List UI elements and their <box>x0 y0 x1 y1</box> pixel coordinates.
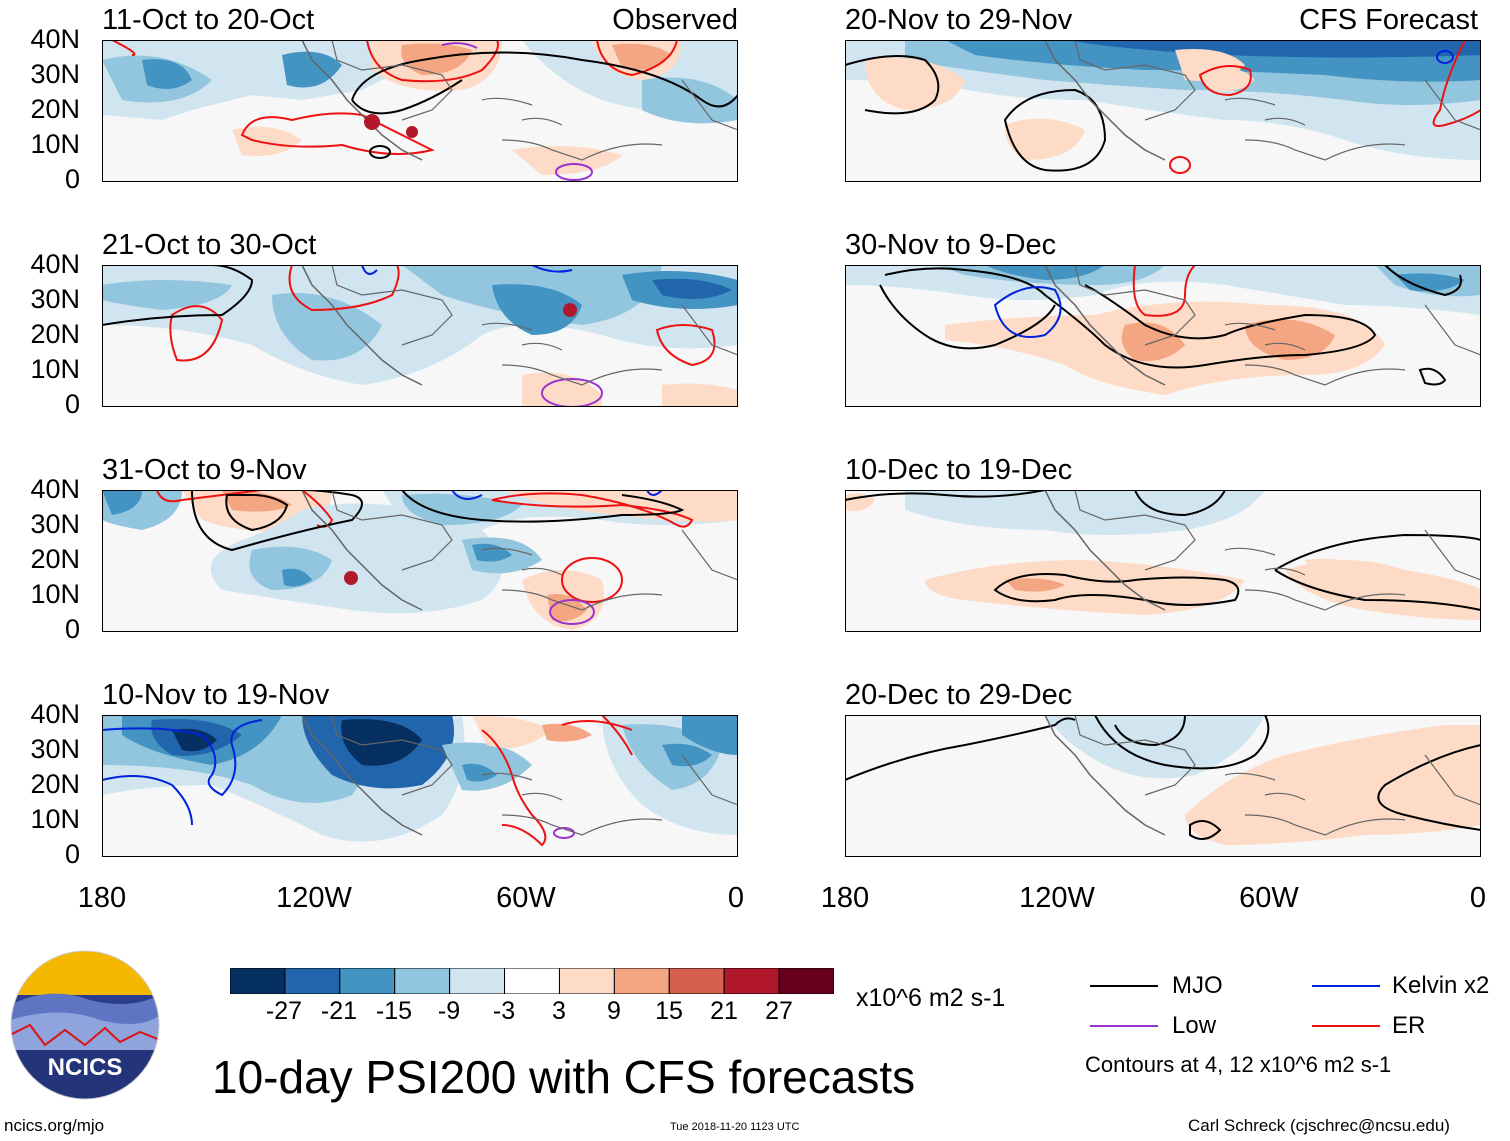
forecast-label: CFS Forecast <box>1299 4 1478 36</box>
psi200-map <box>102 40 738 182</box>
lat-tick: 30N <box>30 284 80 314</box>
colorbar-label: -21 <box>320 997 358 1025</box>
colorbar-label: 27 <box>765 997 793 1025</box>
colorbar-label: 21 <box>710 997 738 1025</box>
panel-title: 11-Oct to 20-Oct <box>102 4 315 36</box>
legend-swatch-er <box>1312 1025 1380 1027</box>
legend-label-mjo: MJO <box>1172 972 1223 999</box>
lat-tick: 10N <box>30 129 80 159</box>
psi200-map <box>102 265 738 407</box>
legend-label-er: ER <box>1392 1012 1426 1039</box>
lat-tick: 10N <box>30 579 80 609</box>
psi200-map <box>845 40 1481 182</box>
lat-tick: 0 <box>64 614 80 644</box>
lat-tick: 0 <box>64 389 80 419</box>
lon-tick: 120W <box>1019 882 1095 914</box>
lon-tick: 60W <box>496 882 556 914</box>
lat-tick: 20N <box>30 544 80 574</box>
lon-tick: 180 <box>820 882 870 914</box>
lat-tick: 30N <box>30 509 80 539</box>
logo-text: NCICS <box>48 1054 123 1081</box>
psi200-map <box>102 490 738 632</box>
colorbar-box <box>723 968 780 994</box>
legend-swatch-mjo <box>1090 985 1158 987</box>
legend-swatch-low <box>1090 1025 1158 1027</box>
lat-tick: 10N <box>30 804 80 834</box>
lon-tick: 0 <box>727 882 745 914</box>
psi200-map <box>102 715 738 857</box>
footer-url[interactable]: ncics.org/mjo <box>4 1116 105 1135</box>
colorbar-label: 3 <box>552 997 566 1025</box>
footer-timestamp: Tue 2018-11-20 1123 UTC <box>670 1121 800 1133</box>
lat-tick: 20N <box>30 769 80 799</box>
lat-tick: 20N <box>30 319 80 349</box>
contour-note: Contours at 4, 12 x10^6 m2 s-1 <box>1085 1052 1392 1077</box>
colorbar-box <box>613 968 670 994</box>
lon-tick: 180 <box>77 882 127 914</box>
colorbar-label: -15 <box>375 997 413 1025</box>
lon-tick: 0 <box>1469 882 1487 914</box>
panel-title: 30-Nov to 9-Dec <box>845 229 1057 261</box>
lon-tick: 60W <box>1239 882 1299 914</box>
colorbar-label: -27 <box>265 997 303 1025</box>
legend-label-low: Low <box>1172 1012 1217 1039</box>
lon-tick: 120W <box>276 882 352 914</box>
colorbar-box <box>558 968 615 994</box>
lat-tick: 10N <box>30 354 80 384</box>
colorbar-label: 15 <box>655 997 683 1025</box>
colorbar-box <box>230 968 286 994</box>
lat-tick: 0 <box>64 839 80 869</box>
lat-tick: 0 <box>64 164 80 194</box>
colorbar-units: x10^6 m2 s-1 <box>856 984 1006 1012</box>
colorbar-box <box>449 968 506 994</box>
colorbar-box <box>778 968 834 994</box>
colorbar <box>230 968 834 994</box>
colorbar-box <box>339 968 396 994</box>
panel-title: 10-Nov to 19-Nov <box>102 679 330 711</box>
psi200-map <box>845 715 1481 857</box>
lat-tick: 40N <box>30 474 80 504</box>
footer-credit: Carl Schreck (cjschrec@ncsu.edu) <box>1188 1116 1450 1135</box>
colorbar-box <box>668 968 725 994</box>
lat-tick: 20N <box>30 94 80 124</box>
colorbar-box <box>504 968 560 994</box>
observed-label: Observed <box>612 4 738 36</box>
colorbar-box <box>394 968 451 994</box>
lat-tick: 40N <box>30 249 80 279</box>
legend-label-kelvin: Kelvin x2 <box>1392 972 1490 999</box>
panel-title: 31-Oct to 9-Nov <box>102 454 307 486</box>
lat-tick: 40N <box>30 699 80 729</box>
ncics-logo: NCICS <box>10 950 160 1100</box>
panel-title: 20-Nov to 29-Nov <box>845 4 1073 36</box>
panel-title: 10-Dec to 19-Dec <box>845 454 1073 486</box>
colorbar-box <box>284 968 341 994</box>
lat-tick: 30N <box>30 734 80 764</box>
colorbar-label: 9 <box>607 997 621 1025</box>
colorbar-label: -9 <box>437 997 461 1025</box>
legend-swatch-kelvin <box>1312 985 1380 987</box>
psi200-map <box>845 265 1481 407</box>
colorbar-label: -3 <box>492 997 516 1025</box>
panel-title: 20-Dec to 29-Dec <box>845 679 1073 711</box>
psi200-map <box>845 490 1481 632</box>
panel-title: 21-Oct to 30-Oct <box>102 229 317 261</box>
lat-tick: 30N <box>30 59 80 89</box>
lat-tick: 40N <box>30 24 80 54</box>
figure-title: 10-day PSI200 with CFS forecasts <box>212 1051 916 1103</box>
